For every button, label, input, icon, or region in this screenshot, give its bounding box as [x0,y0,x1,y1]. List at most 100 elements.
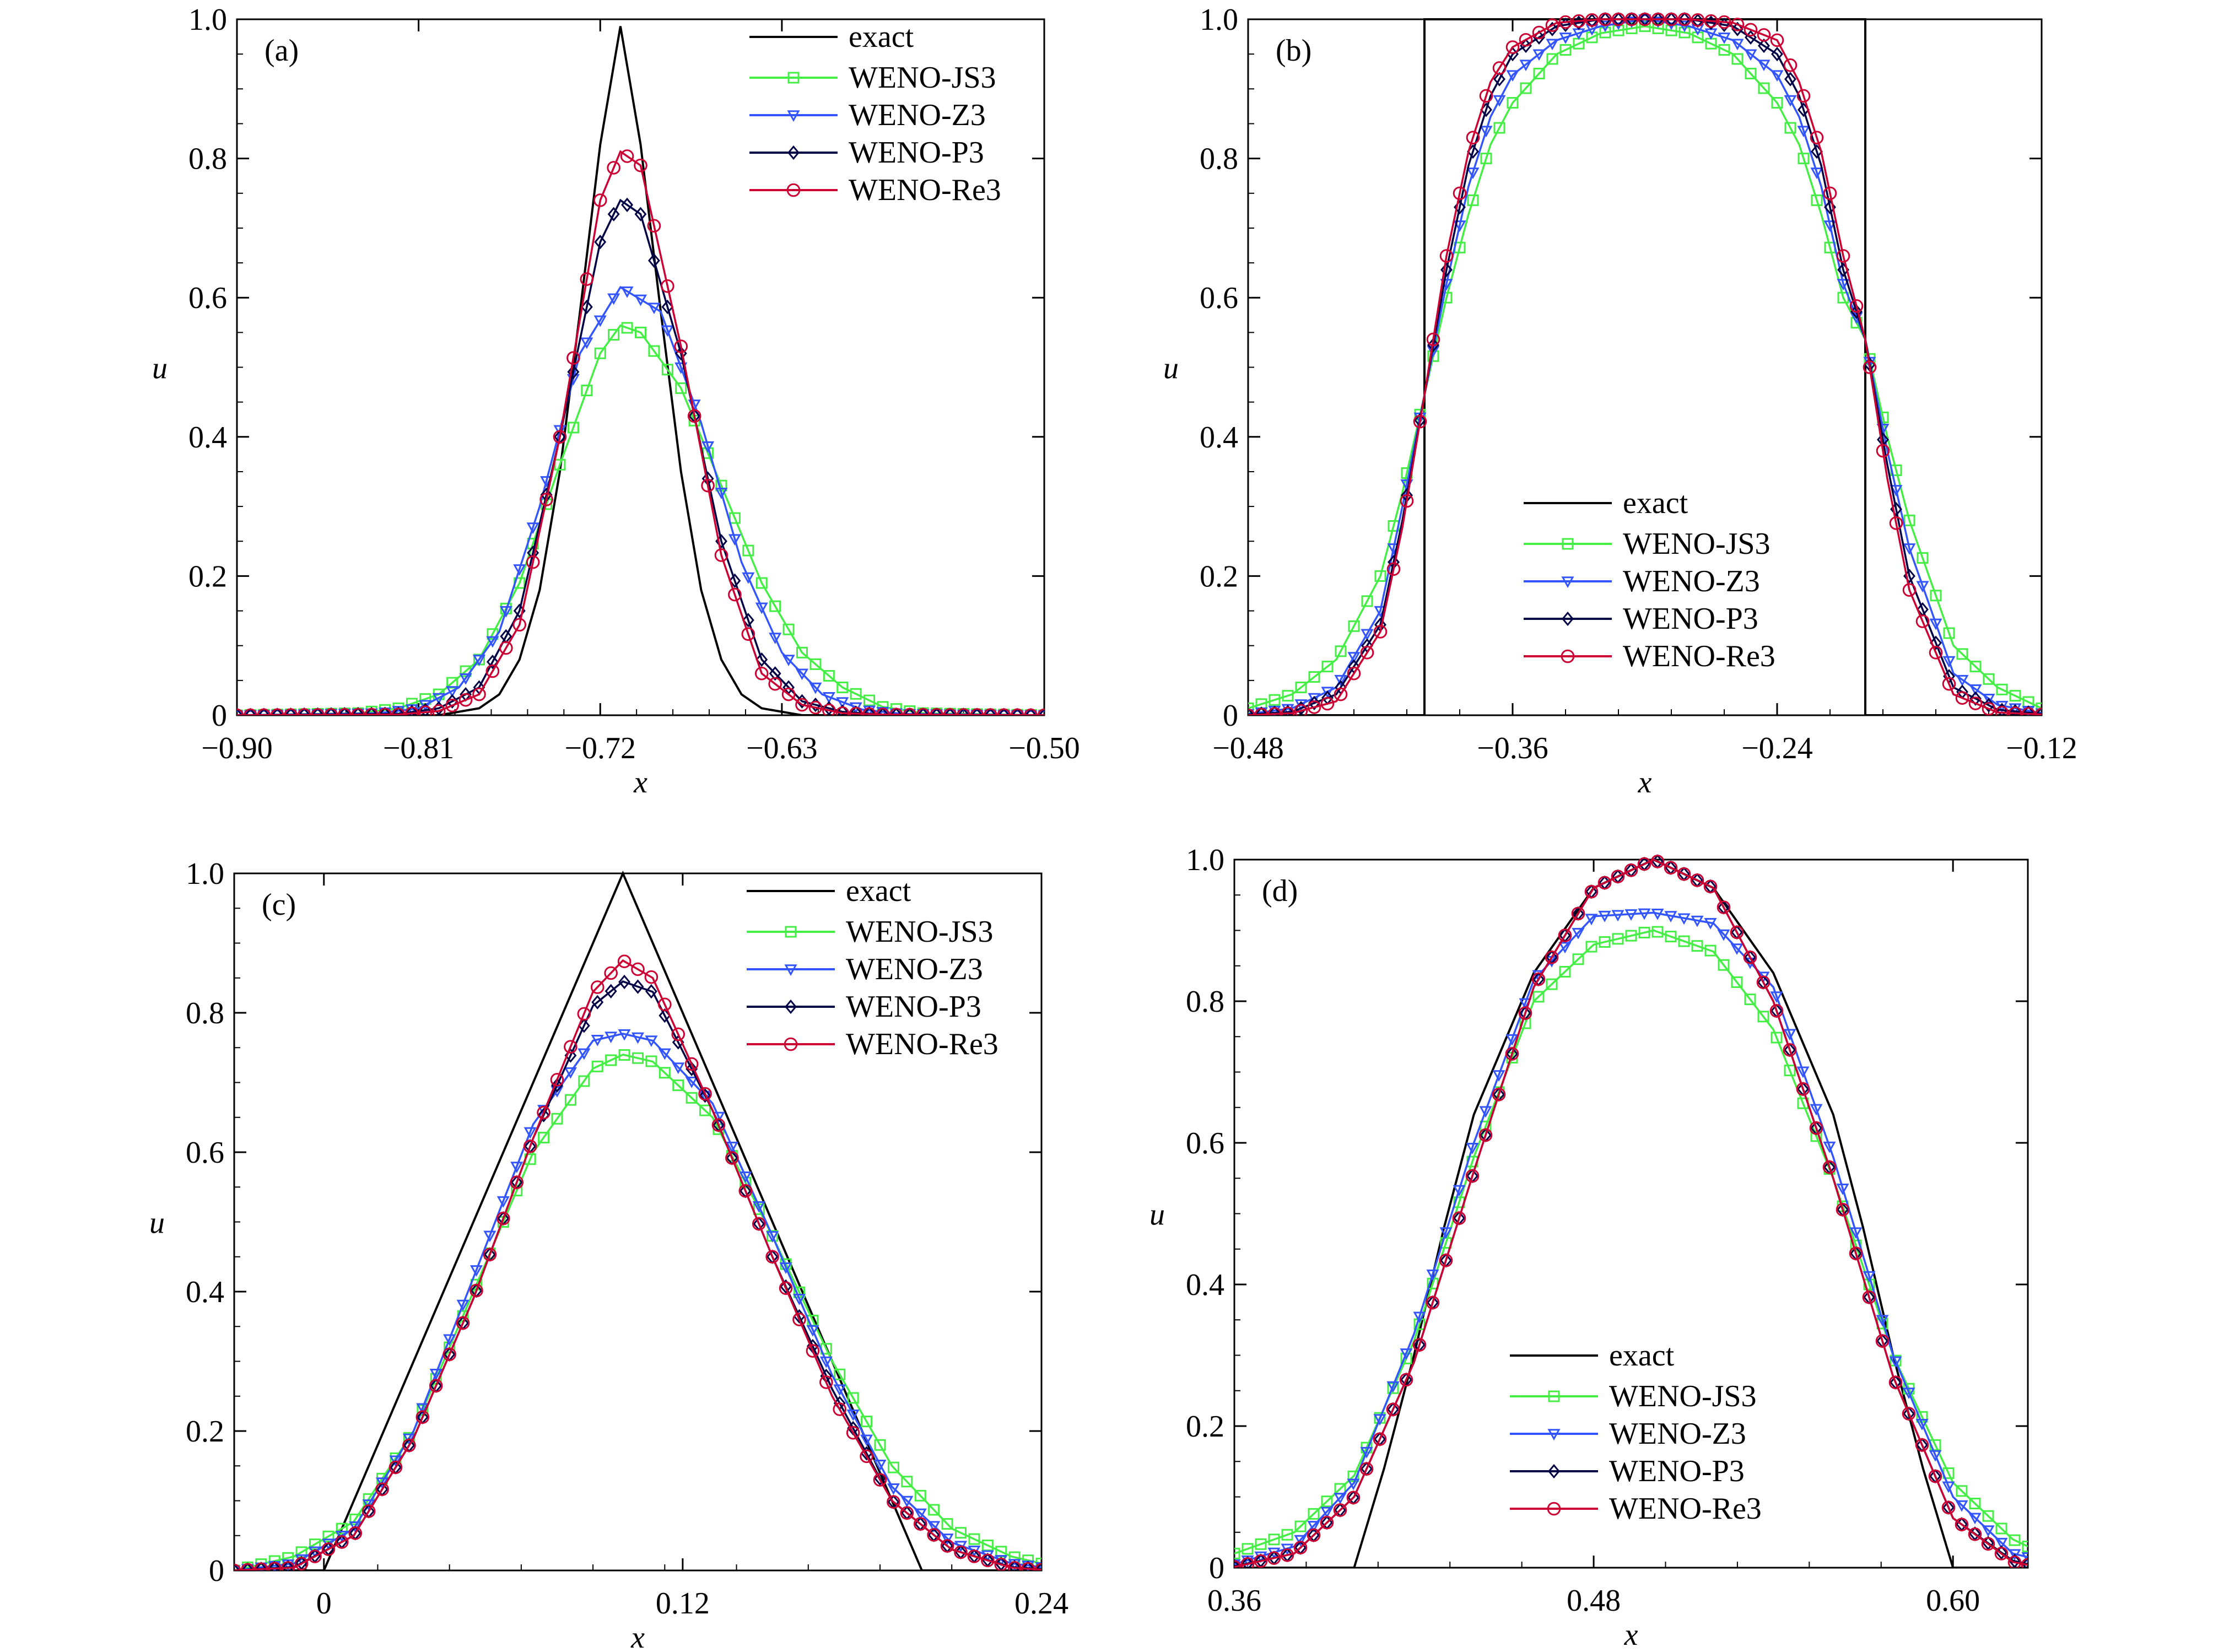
data-point [1507,97,1519,109]
data-point [1585,914,1598,926]
data-point [686,1061,698,1076]
data-point [1955,691,1969,705]
data-point [1585,24,1599,36]
legend-label: WENO-JS3 [849,61,996,95]
data-point [1956,1485,1968,1497]
data-point [819,1375,833,1389]
y-tick-label: 0.6 [1186,1126,1224,1160]
panel-label: (a) [265,34,299,68]
data-point [1769,1004,1784,1018]
data-point [1034,1563,1041,1570]
data-point [754,666,769,681]
data-point [1731,21,1744,36]
data-point [241,1563,255,1570]
data-point [808,700,823,715]
data-point [742,613,754,628]
data-point [1267,1551,1281,1565]
data-point [1968,1513,1982,1525]
data-point [499,641,513,655]
data-point [1930,635,1942,650]
data-point [392,706,404,715]
data-point [1347,666,1361,681]
data-point [1248,707,1254,715]
series-weno-re3 [234,954,1041,1570]
data-point [970,708,983,715]
y-tick-label: 0.4 [188,420,227,455]
data-point [1546,39,1559,51]
data-point [297,708,311,715]
data-point [591,1035,604,1046]
data-point [1439,1254,1453,1267]
data-point [1558,928,1572,942]
data-point [1571,906,1585,921]
data-point [1757,60,1771,72]
data-point [1956,674,1969,687]
data-point [1943,627,1955,639]
series-weno-p3 [234,974,1041,1570]
data-point [997,708,1011,715]
data-point [1282,705,1294,715]
data-point [607,161,620,175]
data-point [298,707,311,715]
data-point [1598,12,1612,26]
x-tick-label: 0 [316,1586,332,1621]
data-point [607,293,620,305]
data-point [725,1141,738,1153]
data-point [1452,1211,1466,1225]
data-point [618,974,631,990]
data-point [1520,82,1532,94]
data-point [887,1495,900,1509]
data-point [1427,337,1439,353]
series-line [234,959,1041,1570]
data-point [234,1563,241,1570]
data-point [742,544,754,557]
data-point [914,1508,927,1520]
data-point [860,1449,873,1464]
data-point [1863,1271,1876,1283]
data-point [580,337,593,349]
data-point [1677,867,1691,881]
data-point [997,708,1010,715]
y-tick-label: 1.0 [1186,843,1224,877]
data-point [620,286,634,298]
data-point [1035,1562,1041,1570]
data-point [1440,262,1453,277]
data-point [755,602,768,614]
data-point [1533,68,1545,80]
y-tick-label: 0 [209,1554,224,1588]
data-point [581,385,593,397]
data-point [405,706,419,715]
data-point [739,1171,752,1183]
x-axis-label: x [633,765,647,800]
data-point [927,1521,941,1533]
data-point [1929,618,1942,630]
data-point [1024,708,1038,715]
data-point [257,710,271,715]
data-point [1467,194,1479,206]
data-point [685,1076,698,1088]
data-point [836,704,849,715]
data-point [1308,671,1320,683]
x-tick-label: −0.50 [1008,731,1080,765]
data-point [416,1403,429,1415]
data-point [1677,12,1692,26]
data-point [537,1105,550,1120]
data-point [1730,943,1744,955]
y-tick-label: 0.2 [186,1415,224,1449]
data-point [779,1281,793,1295]
data-point [1757,28,1771,42]
data-point [728,512,741,524]
data-point [1784,72,1796,87]
data-point [1611,12,1626,26]
series-line [234,980,1041,1570]
legend-marker [1547,1429,1561,1441]
data-point [593,193,607,207]
data-point [1678,26,1691,39]
data-point [459,673,472,685]
data-point [1413,414,1427,429]
data-point [1691,915,1704,927]
data-point [1281,1529,1293,1541]
data-point [1983,673,1995,685]
y-tick-label: 0.4 [1186,1268,1224,1302]
data-point [1982,702,1996,715]
